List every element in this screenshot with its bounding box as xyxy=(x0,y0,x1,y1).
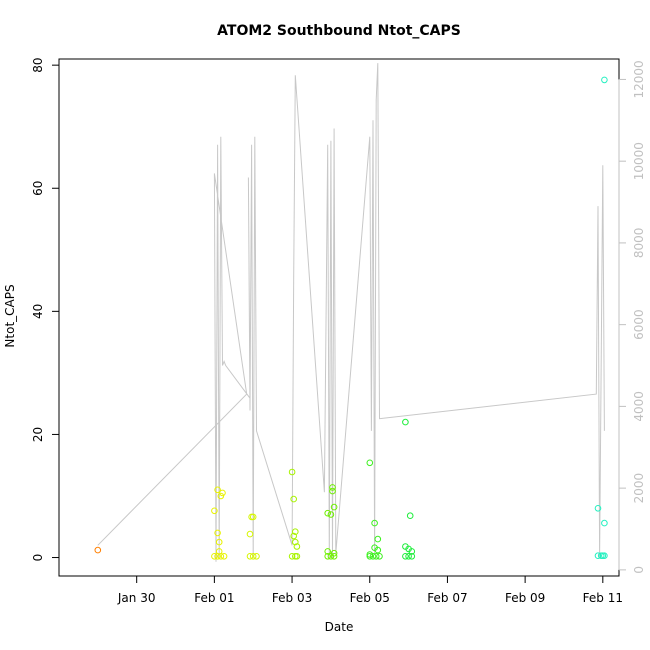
x-tick-label: Feb 03 xyxy=(272,591,312,605)
data-point xyxy=(594,552,602,560)
chart-title: ATOM2 Southbound Ntot_CAPS xyxy=(217,23,461,39)
data-point xyxy=(288,553,296,560)
data-point xyxy=(366,459,374,467)
data-point xyxy=(246,553,254,560)
data-point xyxy=(217,553,225,560)
data-point xyxy=(374,535,382,543)
data-point xyxy=(366,553,374,560)
y-right-tick-label: 0 xyxy=(632,566,646,574)
y-right-tick-label: 2000 xyxy=(632,473,646,504)
data-point xyxy=(324,553,332,560)
data-point xyxy=(249,553,257,560)
data-point xyxy=(327,553,335,560)
data-point xyxy=(402,418,409,426)
data-point xyxy=(408,548,416,555)
data-point xyxy=(292,538,299,546)
x-axis-label: Date xyxy=(325,620,354,634)
data-point xyxy=(214,553,221,560)
y-right-tick-label: 6000 xyxy=(632,309,646,340)
data-point xyxy=(601,76,608,84)
data-point xyxy=(405,553,412,560)
data-point xyxy=(330,503,338,511)
x-tick-label: Jan 30 xyxy=(117,591,156,605)
data-point xyxy=(211,507,218,515)
data-point xyxy=(211,553,218,560)
data-point xyxy=(290,495,298,503)
scatter-points xyxy=(94,76,608,560)
data-point xyxy=(330,553,338,560)
data-point xyxy=(292,528,299,536)
x-tick-label: Feb 07 xyxy=(427,591,467,605)
data-point xyxy=(214,529,221,537)
data-point xyxy=(408,553,416,560)
data-point xyxy=(374,546,382,554)
data-point xyxy=(94,546,102,554)
y-left-tick-label: 80 xyxy=(31,58,45,73)
y-right-tick-label: 10000 xyxy=(632,142,646,180)
y-axis-right: 0 2000 4000 6000 8000 10000 12000 xyxy=(618,60,646,574)
data-point xyxy=(215,538,223,546)
data-point xyxy=(601,519,608,527)
data-point xyxy=(246,530,254,538)
data-point xyxy=(327,511,335,518)
data-point xyxy=(369,553,377,560)
data-point xyxy=(288,468,296,476)
data-point xyxy=(402,553,409,560)
data-point xyxy=(219,489,226,497)
data-point xyxy=(214,486,221,494)
data-point xyxy=(601,552,608,560)
x-tick-label: Feb 05 xyxy=(350,591,390,605)
y-left-tick-label: 60 xyxy=(31,181,45,196)
data-point xyxy=(376,553,383,560)
right-axis-series xyxy=(97,63,605,562)
y-axis-label: Ntot_CAPS xyxy=(3,284,17,347)
y-left-tick-label: 20 xyxy=(31,427,45,442)
x-tick-label: Feb 09 xyxy=(505,591,545,605)
x-axis: Jan 30 Feb 01 Feb 03 Feb 05 Feb 07 Feb 09 Feb … xyxy=(117,575,623,605)
data-point xyxy=(253,553,260,560)
data-point xyxy=(329,484,336,491)
data-point xyxy=(372,553,380,560)
data-point xyxy=(594,505,602,512)
data-point xyxy=(366,551,374,558)
y-left-tick-label: 0 xyxy=(31,554,45,562)
data-point xyxy=(406,512,414,520)
data-point xyxy=(329,487,336,495)
data-point xyxy=(324,509,332,517)
data-point xyxy=(220,553,228,560)
data-point xyxy=(324,548,332,555)
data-point xyxy=(290,532,298,540)
right-series-line xyxy=(97,63,605,562)
data-point xyxy=(293,553,301,560)
plot-frame xyxy=(58,58,620,577)
x-tick-label: Feb 11 xyxy=(583,591,623,605)
x-tick-label: Feb 01 xyxy=(194,591,234,605)
y-right-tick-label: 12000 xyxy=(632,60,646,98)
data-point xyxy=(293,543,301,550)
data-point xyxy=(249,513,257,521)
y-left-tick-label: 40 xyxy=(31,304,45,319)
y-right-tick-label: 4000 xyxy=(632,391,646,422)
y-axis-left: 0 20 40 60 80 xyxy=(31,58,60,562)
data-point xyxy=(371,519,378,527)
y-right-tick-label: 8000 xyxy=(632,228,646,259)
